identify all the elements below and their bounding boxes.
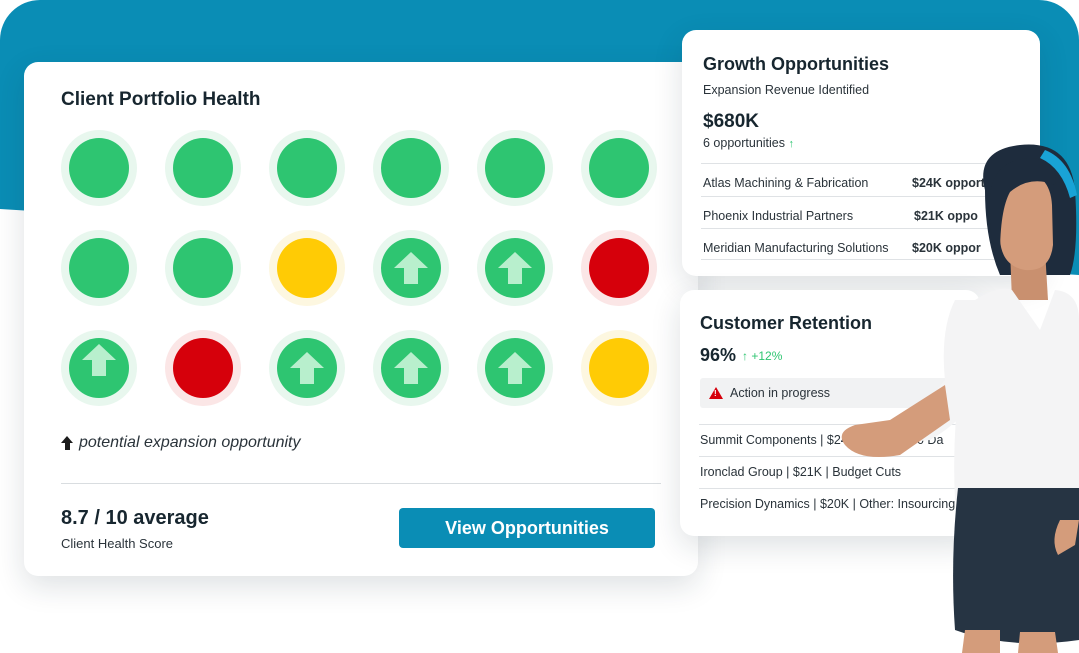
client-name: Meridian Manufacturing Solutions (703, 241, 889, 255)
green-status-dot (69, 238, 129, 298)
legend-text: potential expansion opportunity (79, 434, 301, 451)
retention-change: ↑ +12% (742, 349, 782, 363)
list-item[interactable]: Ironclad Group | $21K | Budget Cuts (699, 456, 980, 488)
green-status-dot (381, 138, 441, 198)
up-arrow-icon (394, 252, 428, 284)
up-arrow-icon (498, 252, 532, 284)
customer-retention-card: Customer Retention 96% ↑ +12% ! Action i… (680, 290, 980, 536)
expansion-legend: potential expansion opportunity (61, 434, 301, 452)
client-health-indicator[interactable] (165, 230, 241, 306)
opportunity-value: $20K oppor (912, 241, 981, 255)
client-health-indicator[interactable] (373, 230, 449, 306)
client-health-indicator[interactable] (581, 130, 657, 206)
client-health-indicator[interactable] (61, 230, 137, 306)
health-score: 8.7 / 10 average (61, 507, 209, 529)
retention-percent: 96% (700, 345, 737, 365)
health-grid (61, 130, 657, 406)
warning-icon (709, 387, 723, 399)
client-health-indicator[interactable] (477, 230, 553, 306)
client-health-indicator[interactable] (581, 330, 657, 406)
client-name: Phoenix Industrial Partners (703, 209, 854, 223)
list-item[interactable]: Phoenix Industrial Partners $21K oppo (701, 196, 1031, 229)
client-name: Atlas Machining & Fabrication (703, 176, 869, 190)
list-item[interactable]: Atlas Machining & Fabrication $24K oppor… (701, 163, 1031, 196)
green-status-dot (173, 138, 233, 198)
client-health-indicator[interactable] (269, 130, 345, 206)
up-arrow-icon: ↑ (788, 138, 795, 150)
green-status-dot (69, 338, 129, 398)
up-arrow-icon (290, 352, 324, 384)
green-status-dot (485, 338, 545, 398)
growth-opportunities-card: Growth Opportunities Expansion Revenue I… (682, 30, 1040, 276)
green-status-dot (381, 238, 441, 298)
client-health-indicator[interactable] (61, 130, 137, 206)
client-health-indicator[interactable] (165, 330, 241, 406)
portfolio-title: Client Portfolio Health (61, 89, 261, 110)
divider (61, 483, 661, 484)
client-health-indicator[interactable] (477, 330, 553, 406)
up-arrow-icon (82, 344, 116, 376)
client-health-indicator[interactable] (269, 330, 345, 406)
green-status-dot (485, 238, 545, 298)
divider (701, 259, 1031, 260)
retention-title: Customer Retention (700, 313, 873, 333)
action-status-text: Action in progress (730, 386, 831, 400)
yellow-status-dot (277, 238, 337, 298)
up-arrow-icon (498, 352, 532, 384)
green-status-dot (589, 138, 649, 198)
portfolio-health-card: Client Portfolio Health potential expans… (24, 62, 698, 576)
list-item[interactable]: Meridian Manufacturing Solutions $20K op… (701, 228, 1031, 261)
retention-row-text: Summit Components | $24K | QBR in 90 Da (700, 433, 944, 447)
health-score-label: Client Health Score (61, 536, 173, 551)
client-health-indicator[interactable] (269, 230, 345, 306)
opportunity-value: $21K oppo (914, 209, 978, 223)
list-item[interactable]: Summit Components | $24K | QBR in 90 Da (699, 424, 980, 456)
retention-row-text: Precision Dynamics | $20K | Other: Insou… (700, 497, 956, 511)
up-arrow-icon (61, 436, 74, 450)
growth-count: 6 opportunities ↑ (703, 136, 794, 150)
green-status-dot (381, 338, 441, 398)
red-status-dot (589, 238, 649, 298)
client-health-indicator[interactable] (373, 130, 449, 206)
client-health-indicator[interactable] (165, 130, 241, 206)
client-health-indicator[interactable] (373, 330, 449, 406)
up-arrow-icon (394, 352, 428, 384)
client-health-indicator[interactable] (61, 330, 137, 406)
red-status-dot (173, 338, 233, 398)
yellow-status-dot (589, 338, 649, 398)
green-status-dot (485, 138, 545, 198)
action-status-banner[interactable]: ! Action in progress (700, 378, 980, 408)
green-status-dot (277, 138, 337, 198)
growth-amount: $680K (703, 111, 759, 132)
opportunity-value: $24K opport (912, 176, 985, 190)
client-health-indicator[interactable] (581, 230, 657, 306)
green-status-dot (69, 138, 129, 198)
green-status-dot (277, 338, 337, 398)
growth-title: Growth Opportunities (703, 54, 889, 74)
green-status-dot (173, 238, 233, 298)
retention-change-value: ↑ +12% (742, 349, 783, 363)
list-item[interactable]: Precision Dynamics | $20K | Other: Insou… (699, 488, 980, 520)
growth-subtitle: Expansion Revenue Identified (703, 83, 870, 97)
client-health-indicator[interactable] (477, 130, 553, 206)
view-opportunities-button[interactable]: View Opportunities (399, 508, 655, 548)
opportunity-count: 6 opportunities (703, 136, 786, 150)
retention-row-text: Ironclad Group | $21K | Budget Cuts (700, 465, 902, 479)
